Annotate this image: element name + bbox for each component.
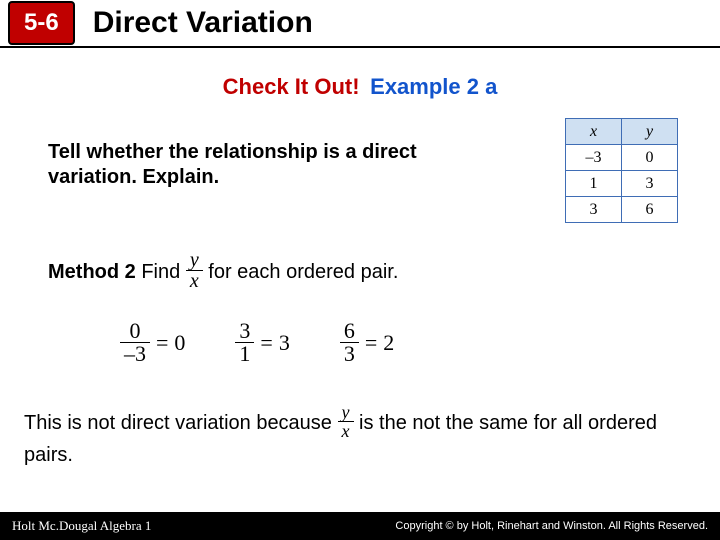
prompt-text: Tell whether the relationship is a direc… [48,140,448,190]
section-badge: 5-6 [8,1,75,45]
table-header-row: x y [566,119,678,145]
explanation-text: This is not direct variation because yx … [24,405,694,469]
table-cell: 3 [622,171,678,197]
table-cell: 3 [566,197,622,223]
subtitle: Check It Out! Example 2 a [0,74,720,100]
ratio-item: 3 1 = 3 [235,320,289,365]
table-cell: 1 [566,171,622,197]
method-line: Method 2 Find yx for each ordered pair. [48,252,398,293]
table-cell: –3 [566,145,622,171]
footer: Holt Mc.Dougal Algebra 1 Copyright © by … [0,512,720,540]
ratio-fraction: 6 3 [340,320,359,365]
ratios-row: 0 –3 = 0 3 1 = 3 6 3 = 2 [120,320,394,365]
table-row: 3 6 [566,197,678,223]
header-title: Direct Variation [93,6,313,40]
fraction-y-over-x: yx [186,250,203,291]
table-row: –3 0 [566,145,678,171]
equals-sign: = [156,330,168,356]
ratio-item: 6 3 = 2 [340,320,394,365]
method-text-before: Find [136,261,186,283]
table-cell: 0 [622,145,678,171]
method-text-after: for each ordered pair. [203,261,399,283]
footer-left: Holt Mc.Dougal Algebra 1 [12,518,151,534]
header-bar: 5-6 Direct Variation [0,0,720,48]
method-label-bold: Method 2 [48,261,136,283]
ratio-fraction: 0 –3 [120,320,150,365]
ratio-item: 0 –3 = 0 [120,320,185,365]
table-row: 1 3 [566,171,678,197]
equals-sign: = [365,330,377,356]
ratio-fraction: 3 1 [235,320,254,365]
ratio-result: 3 [279,330,290,356]
explain-before: This is not direct variation because [24,412,338,434]
table-header-y: y [622,119,678,145]
subtitle-red: Check It Out! [223,74,360,99]
subtitle-blue: Example 2 a [364,74,497,99]
fraction-y-over-x: yx [338,403,354,440]
ratio-result: 2 [383,330,394,356]
footer-right: Copyright © by Holt, Rinehart and Winsto… [395,520,708,532]
ratio-result: 0 [174,330,185,356]
data-table: x y –3 0 1 3 3 6 [565,118,678,223]
table-header-x: x [566,119,622,145]
equals-sign: = [260,330,272,356]
table-cell: 6 [622,197,678,223]
